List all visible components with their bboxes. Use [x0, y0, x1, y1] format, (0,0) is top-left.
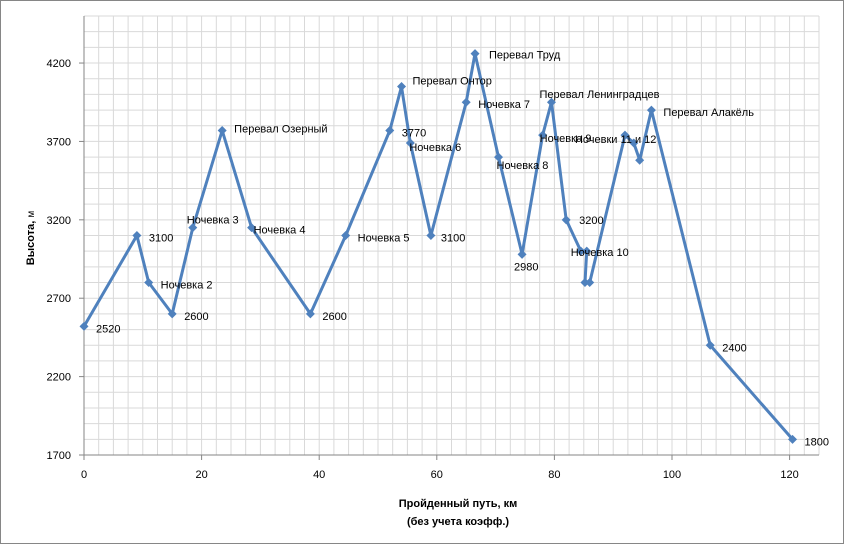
data-point-marker: [132, 231, 142, 240]
data-point-marker: [646, 105, 656, 115]
data-point-marker: [582, 246, 592, 256]
data-label: Перевал Алакёль: [663, 107, 754, 119]
data-label: 2980: [514, 261, 538, 273]
x-tick-label: 40: [313, 469, 325, 481]
data-label: Ночевки 11 и 12: [575, 134, 656, 146]
data-point-marker: [561, 215, 571, 225]
data-point-marker: [405, 138, 415, 148]
data-label: Перевал Озерный: [234, 123, 327, 135]
data-label: 2400: [722, 342, 746, 354]
data-point-marker: [470, 49, 480, 59]
x-tick-label: 0: [81, 469, 87, 481]
data-point-marker: [144, 278, 154, 288]
data-label: 1800: [805, 436, 829, 448]
data-point-marker: [585, 278, 595, 288]
data-label: Ночевка 5: [358, 233, 410, 245]
data-label: Ночевка 8: [497, 160, 549, 172]
data-point-marker: [79, 321, 89, 331]
data-point-marker: [620, 130, 630, 140]
data-point-marker: [576, 246, 586, 256]
data-label: 3200: [579, 215, 603, 227]
data-point-marker: [517, 249, 527, 259]
data-point-marker: [341, 231, 351, 240]
data-label: Перевал Ленинградцев: [539, 89, 659, 101]
x-tick-label: 80: [548, 469, 560, 481]
data-point-marker: [788, 434, 798, 444]
data-point-marker: [188, 223, 198, 233]
data-point-marker: [635, 155, 645, 165]
data-point-marker: [580, 278, 590, 288]
data-point-marker: [426, 231, 436, 240]
y-tick-label: 4200: [47, 58, 71, 70]
data-label: Ночевка 4: [254, 225, 306, 237]
data-point-marker: [247, 223, 257, 233]
x-axis-title: Пройденный путь, км: [399, 498, 518, 510]
y-tick-label: 2700: [47, 293, 71, 305]
data-point-marker: [546, 97, 556, 107]
x-axis-subtitle: (без учета коэфф.): [407, 516, 509, 528]
data-label: Ночевка 10: [571, 247, 629, 259]
y-axis-unit: м: [26, 211, 37, 218]
data-label: 2600: [322, 311, 346, 323]
x-tick-label: 20: [195, 469, 207, 481]
x-tick-label: 60: [431, 469, 443, 481]
data-point-marker: [629, 138, 639, 148]
y-tick-label: 1700: [47, 450, 71, 462]
data-label: Ночевка 2: [161, 280, 213, 292]
y-axis-title: Высота, м: [25, 211, 37, 266]
data-label: 3770: [402, 127, 426, 139]
data-label: 3100: [149, 233, 173, 245]
data-label: 2520: [96, 323, 120, 335]
data-label: Перевал Онтор: [413, 76, 492, 88]
data-label: Ночевка 3: [187, 215, 239, 227]
data-label: Ночевка 6: [409, 142, 461, 154]
data-label: Перевал Труд: [489, 50, 561, 62]
data-point-marker: [705, 340, 715, 350]
y-tick-label: 3200: [47, 215, 71, 227]
data-point-marker: [538, 130, 548, 140]
data-point-marker: [494, 152, 504, 162]
data-label: 3100: [441, 233, 465, 245]
data-label: Ночевка 7: [478, 99, 530, 111]
x-tick-label: 120: [780, 469, 798, 481]
y-tick-label: 3700: [47, 136, 71, 148]
data-point-marker: [397, 82, 407, 92]
data-point-marker: [167, 309, 177, 319]
data-point-marker: [305, 309, 315, 319]
x-tick-label: 100: [663, 469, 681, 481]
y-tick-label: 2200: [47, 372, 71, 384]
data-label: Ночевка 9: [540, 133, 592, 145]
data-point-marker: [461, 97, 471, 107]
data-label: 2600: [184, 311, 208, 323]
